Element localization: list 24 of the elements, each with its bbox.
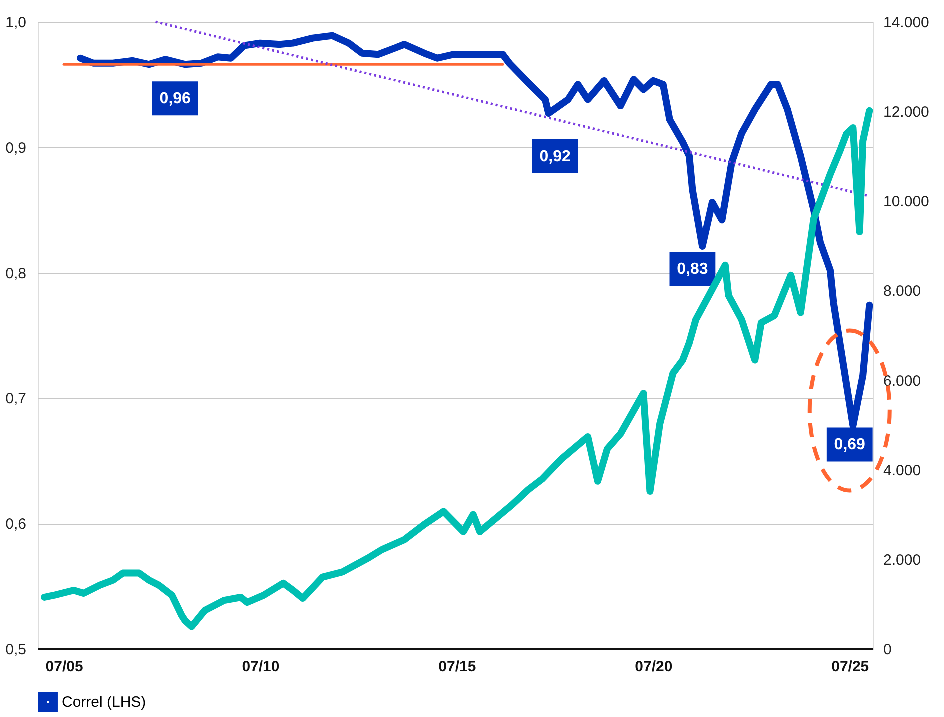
annotation: 0,83 xyxy=(677,261,708,278)
y2-tick-label: 12.000 xyxy=(884,104,930,122)
y-tick-label: 0,6 xyxy=(6,516,26,534)
y2-tick-label: 0 xyxy=(884,642,892,658)
y2-tick-label: 14.000 xyxy=(884,14,930,32)
y-tick-label: 0,8 xyxy=(6,265,26,282)
x-tick-label: 07/25 xyxy=(832,658,870,676)
x-tick-label: 07/10 xyxy=(242,658,280,676)
y-tick-label: 0,9 xyxy=(6,140,26,157)
y-tick-label: 0,7 xyxy=(6,390,26,408)
legend-label: Correl (LHS) xyxy=(62,694,146,711)
y-tick-label: 0,5 xyxy=(6,642,26,658)
y-tick-label: 1,0 xyxy=(6,14,26,32)
annotation: 0,96 xyxy=(160,90,192,108)
x-tick-label: 07/20 xyxy=(635,658,673,676)
annotation: 0,92 xyxy=(540,148,571,166)
y2-tick-label: 6.000 xyxy=(884,372,922,390)
annotation: 0,69 xyxy=(834,436,866,454)
y2-tick-label: 10.000 xyxy=(884,194,930,211)
y2-tick-label: 8.000 xyxy=(884,283,922,300)
y2-tick-label: 4.000 xyxy=(884,462,922,480)
x-tick-label: 07/15 xyxy=(438,658,476,676)
y2-tick-label: 2.000 xyxy=(884,552,922,569)
x-tick-label: 07/05 xyxy=(46,658,84,676)
